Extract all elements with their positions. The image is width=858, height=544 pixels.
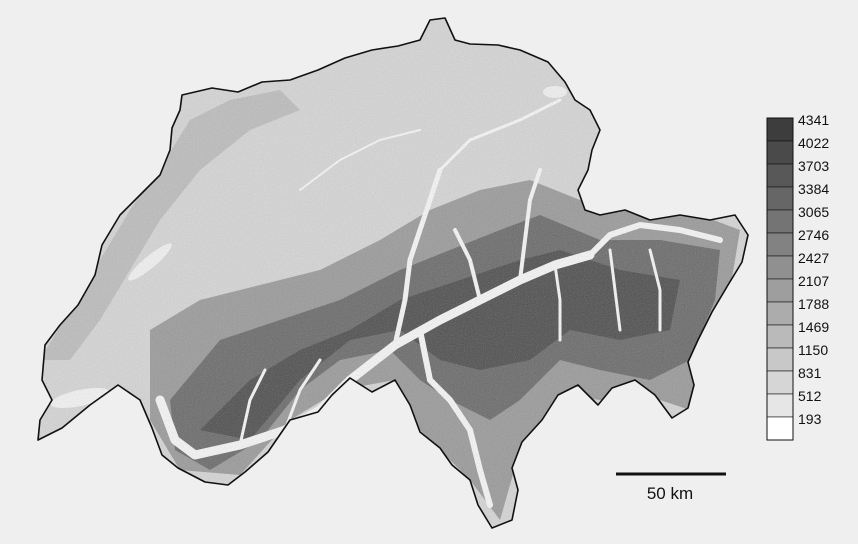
legend-label-831: 831 — [798, 365, 822, 381]
country-border — [37, 17, 749, 529]
legend-frame — [766, 117, 794, 441]
legend-swatch-1469 — [766, 324, 794, 349]
legend-label-1469: 1469 — [798, 319, 830, 335]
legend-swatch-2427 — [766, 255, 794, 280]
legend-swatch-831 — [766, 370, 794, 395]
legend-label-193: 193 — [798, 411, 822, 427]
legend-label-3065: 3065 — [798, 204, 830, 220]
legend-label-1788: 1788 — [798, 296, 830, 312]
scale-bar-label: 50 km — [646, 484, 694, 503]
legend-swatch-3703 — [766, 163, 794, 188]
legend-label-2746: 2746 — [798, 227, 830, 243]
legend-swatch-512 — [766, 393, 794, 418]
legend-swatch-1150 — [766, 347, 794, 372]
legend-swatch-4341 — [766, 117, 794, 142]
legend-label-2107: 2107 — [798, 273, 830, 289]
legend-label-4341: 4341 — [798, 112, 830, 128]
legend-label-1150: 1150 — [798, 342, 829, 358]
legend-swatch-2746 — [766, 232, 794, 257]
legend-label-512: 512 — [798, 388, 822, 404]
legend-label-4022: 4022 — [798, 135, 830, 151]
legend-label-3384: 3384 — [798, 181, 830, 197]
legend-label-2427: 2427 — [798, 250, 830, 266]
legend-swatch-3065 — [766, 209, 794, 234]
elevation-legend-ramp — [766, 117, 794, 441]
legend-swatch-193 — [766, 416, 794, 441]
legend-label-3703: 3703 — [798, 158, 830, 174]
legend-swatch-4022 — [766, 140, 794, 165]
legend-swatch-3384 — [766, 186, 794, 211]
legend-swatch-2107 — [766, 278, 794, 303]
legend-swatch-1788 — [766, 301, 794, 326]
